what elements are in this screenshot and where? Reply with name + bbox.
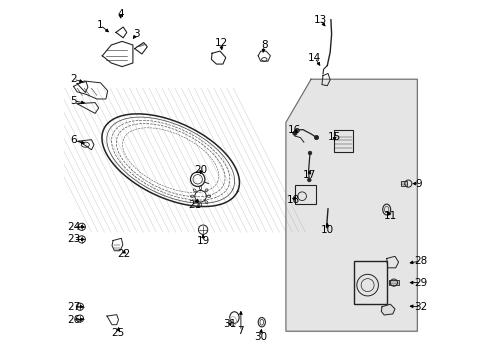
Bar [294,185,315,204]
Text: 5: 5 [70,96,77,106]
Text: 18: 18 [286,195,299,205]
Text: 10: 10 [320,225,333,235]
Polygon shape [285,79,416,331]
Circle shape [307,178,310,182]
Bar [400,181,406,186]
Circle shape [307,151,311,155]
Text: 22: 22 [117,249,130,259]
Text: 14: 14 [307,53,321,63]
Text: 9: 9 [415,179,422,189]
Bar [354,261,386,304]
Text: 24: 24 [67,222,80,232]
Text: 27: 27 [67,302,80,312]
Text: 16: 16 [288,125,301,135]
Text: 25: 25 [111,328,124,338]
Text: 15: 15 [327,132,341,142]
Text: 19: 19 [196,236,209,246]
Text: 4: 4 [117,9,123,19]
Text: 1: 1 [97,20,103,30]
Circle shape [314,135,318,140]
Text: 31: 31 [223,319,236,329]
Text: 7: 7 [237,326,244,336]
Text: 23: 23 [67,234,80,244]
Text: 8: 8 [261,40,267,50]
Text: 17: 17 [302,170,315,180]
Text: 32: 32 [413,302,427,312]
Text: 12: 12 [214,38,227,48]
Text: 3: 3 [133,29,140,39]
Text: 28: 28 [413,256,427,266]
Text: 2: 2 [70,74,77,84]
Bar [387,280,398,285]
Text: 30: 30 [254,332,267,342]
Bar [333,130,352,152]
Text: 21: 21 [188,200,201,210]
Text: 6: 6 [70,135,77,145]
Polygon shape [381,304,394,315]
Text: 26: 26 [67,315,80,325]
Circle shape [292,131,296,135]
Text: 29: 29 [413,278,427,288]
Text: 11: 11 [383,211,396,221]
Text: 13: 13 [313,15,326,25]
Text: 20: 20 [194,165,207,175]
